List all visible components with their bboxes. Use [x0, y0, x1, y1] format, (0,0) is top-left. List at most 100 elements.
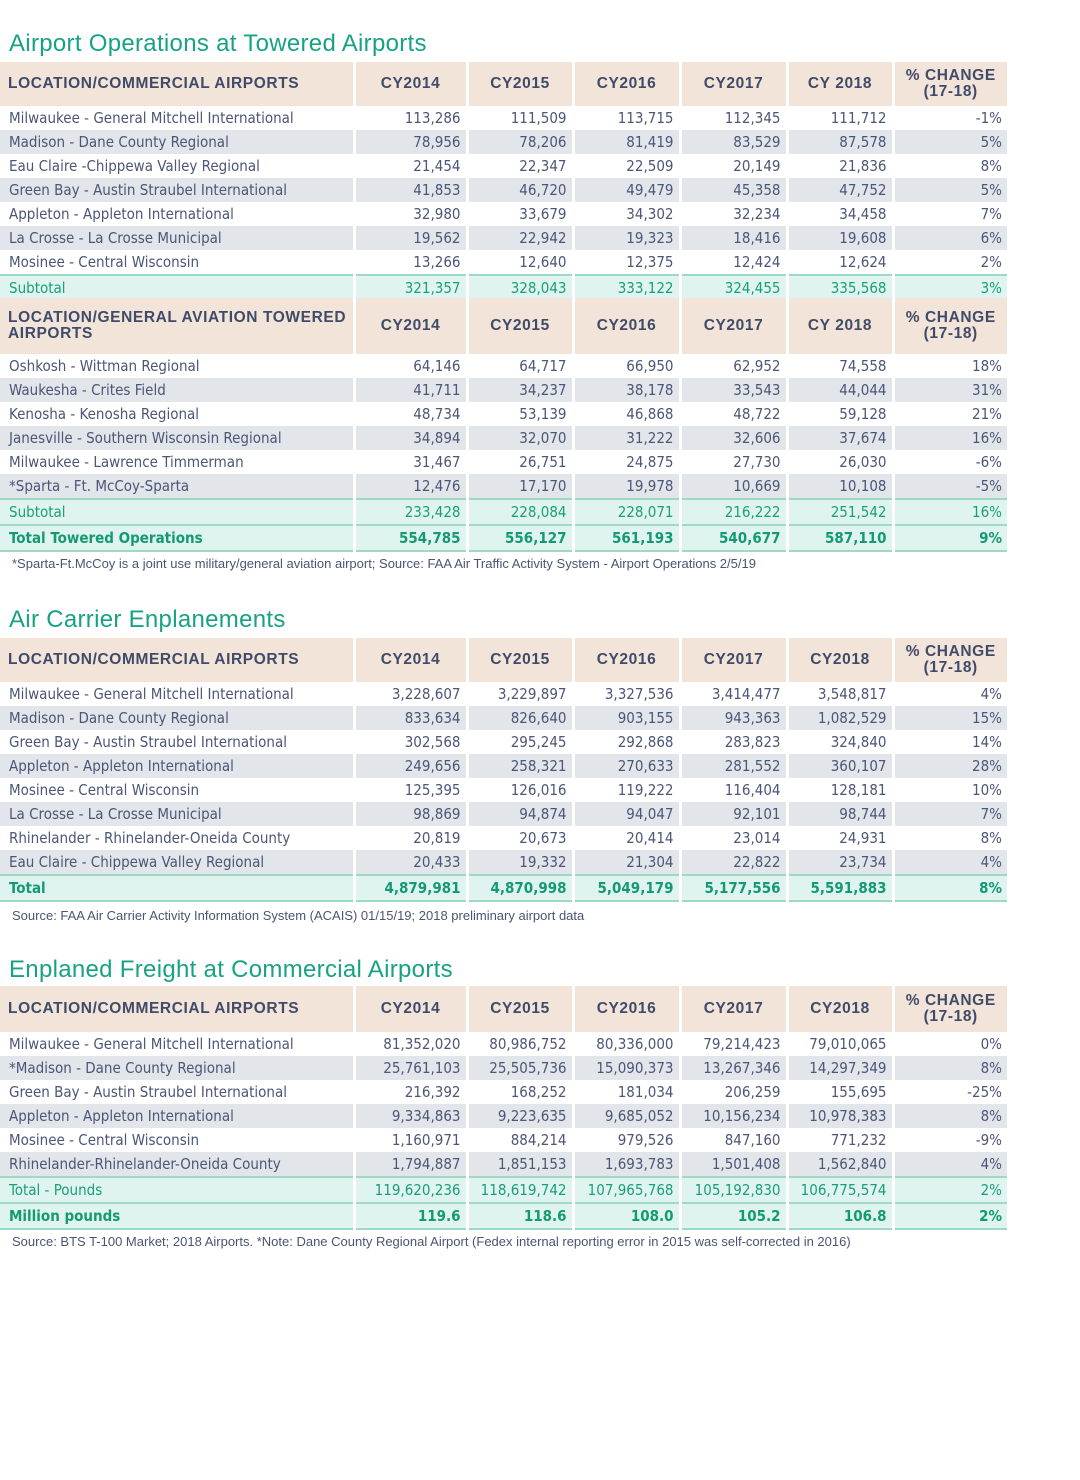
- year-header: CY2016: [573, 298, 682, 354]
- value-cell: 34,458: [787, 202, 895, 226]
- value-cell: 78,956: [354, 130, 469, 154]
- value-cell: 46,720: [467, 178, 575, 202]
- year-header: CY2015: [467, 62, 575, 106]
- value-cell: 78,206: [467, 130, 575, 154]
- value-cell: 22,509: [573, 154, 682, 178]
- value-cell: 34,237: [467, 378, 575, 402]
- table-row: Janesville - Southern Wisconsin Regional…: [0, 426, 1007, 450]
- percent-change: -1%: [975, 109, 1002, 127]
- airport-name: Eau Claire -Chippewa Valley Regional: [0, 154, 356, 178]
- value-cell: 1,794,887: [354, 1152, 469, 1177]
- value-cell: 1,851,153: [467, 1152, 575, 1177]
- year-header: CY2016: [573, 638, 682, 682]
- summary-value: 106,775,574: [787, 1176, 895, 1203]
- table-row: Madison - Dane County Regional 833,634 826…: [0, 706, 1007, 730]
- summary-label: Total Towered Operations: [0, 524, 356, 552]
- summary-value: 5,591,883: [787, 874, 895, 902]
- summary-value: 108.0: [573, 1202, 682, 1230]
- value-cell: 64,146: [354, 354, 469, 378]
- value-cell: 34,302: [573, 202, 682, 226]
- airport-name: Milwaukee - Lawrence Timmerman: [0, 450, 356, 474]
- year-header: CY2015: [467, 298, 575, 354]
- value-cell: 826,640: [467, 706, 575, 730]
- airport-name: Waukesha - Crites Field: [0, 378, 356, 402]
- value-cell: 111,712: [787, 106, 895, 130]
- table-row: Appleton - Appleton International 249,656…: [0, 754, 1007, 778]
- value-cell: 258,321: [467, 754, 575, 778]
- airport-name: Rhinelander-Rhinelander-Oneida County: [0, 1152, 356, 1177]
- year-header: CY 2018: [787, 62, 895, 106]
- change-range: (17-18): [923, 83, 978, 100]
- year-header: CY2015: [467, 986, 575, 1032]
- table-row: *Madison - Dane County Regional 25,761,10…: [0, 1056, 1007, 1080]
- airport-name: Milwaukee - General Mitchell Internation…: [0, 106, 356, 130]
- change-header: % CHANGE (17-18): [893, 62, 1007, 106]
- value-cell: 23,014: [680, 826, 789, 850]
- table-row: Rhinelander - Rhinelander-Oneida County 2…: [0, 826, 1007, 850]
- airport-name: *Sparta - Ft. McCoy-Sparta: [0, 474, 356, 499]
- value-cell: 903,155: [573, 706, 682, 730]
- value-cell: 24,931: [787, 826, 895, 850]
- value-cell: 12,476: [354, 474, 469, 499]
- table-row: Milwaukee - General Mitchell Internation…: [0, 1032, 1007, 1056]
- percent-change: 31%: [893, 378, 1007, 402]
- change-range: (17-18): [923, 325, 978, 342]
- percent-change: 5%: [893, 178, 1007, 202]
- source-note: Source: BTS T-100 Market; 2018 Airports.…: [12, 1234, 851, 1249]
- value-cell: 884,214: [467, 1128, 575, 1152]
- value-cell: 49,479: [573, 178, 682, 202]
- percent-change: 6%: [893, 226, 1007, 250]
- value-cell: 270,633: [573, 754, 682, 778]
- value-cell: 23,734: [787, 850, 895, 875]
- airport-name: Madison - Dane County Regional: [0, 130, 356, 154]
- summary-value: 106.8: [787, 1202, 895, 1230]
- year-header: CY2017: [680, 986, 789, 1032]
- value-cell: 20,149: [680, 154, 789, 178]
- value-cell: 833,634: [354, 706, 469, 730]
- value-cell: 79,214,423: [680, 1032, 789, 1056]
- value-cell: 943,363: [680, 706, 789, 730]
- value-cell: 31,467: [354, 450, 469, 474]
- year-header: CY2016: [573, 986, 682, 1032]
- value-cell: 38,178: [573, 378, 682, 402]
- value-cell: 98,744: [787, 802, 895, 826]
- percent-change: 28%: [893, 754, 1007, 778]
- summary-value: 119,620,236: [354, 1176, 469, 1203]
- value-cell: 32,070: [467, 426, 575, 450]
- value-cell: 21,304: [573, 850, 682, 875]
- value-cell: 360,107: [787, 754, 895, 778]
- total-row: Total 4,879,981 4,870,998 5,049,179 5,177,55…: [0, 874, 1007, 902]
- summary-value: 4,879,981: [354, 874, 469, 902]
- total-row: Million pounds 119.6 118.6 108.0 105.2 106.8 2…: [0, 1202, 1007, 1230]
- value-cell: 13,266: [354, 250, 469, 275]
- value-cell: 17,170: [467, 474, 575, 499]
- year-header: CY2017: [680, 62, 789, 106]
- value-cell: 1,562,840: [787, 1152, 895, 1177]
- section-title: Airport Operations at Towered Airports: [9, 30, 427, 57]
- location-header: LOCATION/COMMERCIAL AIRPORTS: [0, 638, 356, 682]
- summary-value: 118.6: [467, 1202, 575, 1230]
- value-cell: 292,868: [573, 730, 682, 754]
- change-header: % CHANGE (17-18): [893, 298, 1007, 354]
- value-cell: 22,822: [680, 850, 789, 875]
- summary-value: 105.2: [680, 1202, 789, 1230]
- value-cell: 59,128: [787, 402, 895, 426]
- value-cell: 10,978,383: [787, 1104, 895, 1128]
- year-header: CY2017: [680, 638, 789, 682]
- value-cell: 37,674: [787, 426, 895, 450]
- value-cell: 20,819: [354, 826, 469, 850]
- value-cell: 31,222: [573, 426, 682, 450]
- value-cell: 1,693,783: [573, 1152, 682, 1177]
- value-cell: 81,419: [573, 130, 682, 154]
- value-cell: 34,894: [354, 426, 469, 450]
- table-row: Milwaukee - Lawrence Timmerman 31,467 26,7…: [0, 450, 1007, 474]
- value-cell: 847,160: [680, 1128, 789, 1152]
- table-row: Green Bay - Austin Straubel Internationa…: [0, 1080, 1007, 1104]
- table-row: Mosinee - Central Wisconsin 13,266 12,640 1…: [0, 250, 1007, 275]
- value-cell: 33,679: [467, 202, 575, 226]
- year-header: CY2014: [354, 62, 469, 106]
- value-cell: 80,986,752: [467, 1032, 575, 1056]
- value-cell: 33,543: [680, 378, 789, 402]
- value-cell: 25,505,736: [467, 1056, 575, 1080]
- value-cell: 13,267,346: [680, 1056, 789, 1080]
